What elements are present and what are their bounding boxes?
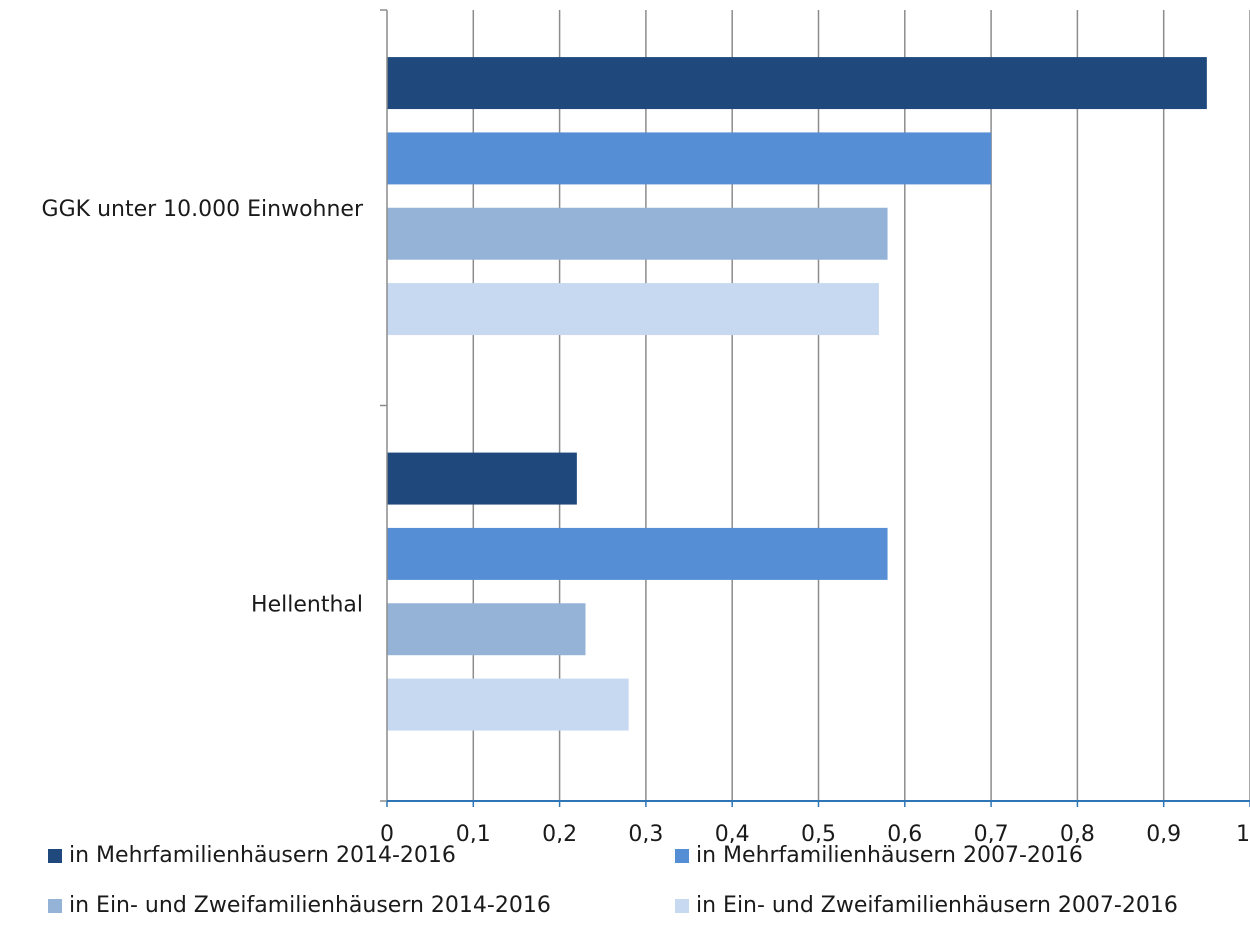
category-label: Hellenthal xyxy=(251,592,363,617)
x-tick-label: 0,3 xyxy=(628,822,663,843)
legend-label: in Ein- und Zweifamilienhäusern 2014-201… xyxy=(69,893,551,918)
bar xyxy=(387,603,586,656)
legend-item: in Ein- und Zweifamilienhäusern 2007-201… xyxy=(675,893,1178,918)
chart-legend: in Mehrfamilienhäusern 2014-2016 in Mehrf… xyxy=(0,843,1250,946)
x-tick-label: 0,6 xyxy=(887,822,922,843)
bar xyxy=(387,207,888,260)
x-tick-label: 0,1 xyxy=(456,822,491,843)
bar xyxy=(387,132,992,185)
x-tick-label: 0,9 xyxy=(1146,822,1181,843)
x-tick-label: 0,2 xyxy=(542,822,577,843)
x-tick-label: 0 xyxy=(380,822,394,843)
legend-item: in Ein- und Zweifamilienhäusern 2014-201… xyxy=(48,893,551,918)
bar-chart: GGK unter 10.000 Einwohner Hellenthal 0 0,1… xyxy=(42,9,1250,843)
legend-swatch xyxy=(48,848,62,863)
legend-swatch xyxy=(675,898,689,913)
bar xyxy=(387,452,577,505)
x-tick-label: 1 xyxy=(1236,822,1250,843)
legend-label: in Ein- und Zweifamilienhäusern 2007-201… xyxy=(696,893,1178,918)
legend-swatch xyxy=(48,898,62,913)
x-tick-label: 0,4 xyxy=(715,822,750,843)
bar xyxy=(387,527,888,580)
legend-item: in Mehrfamilienhäusern 2007-2016 xyxy=(675,843,1083,868)
legend-label: in Mehrfamilienhäusern 2014-2016 xyxy=(69,843,456,868)
x-tick-label: 0,8 xyxy=(1060,822,1095,843)
legend-swatch xyxy=(675,848,689,863)
bar xyxy=(387,57,1207,110)
x-tick-label: 0,5 xyxy=(801,822,836,843)
x-tick-label: 0,7 xyxy=(974,822,1009,843)
bar xyxy=(387,283,879,336)
legend-label: in Mehrfamilienhäusern 2007-2016 xyxy=(696,843,1083,868)
bar xyxy=(387,678,629,731)
legend-item: in Mehrfamilienhäusern 2014-2016 xyxy=(48,843,456,868)
category-label: GGK unter 10.000 Einwohner xyxy=(42,197,364,222)
